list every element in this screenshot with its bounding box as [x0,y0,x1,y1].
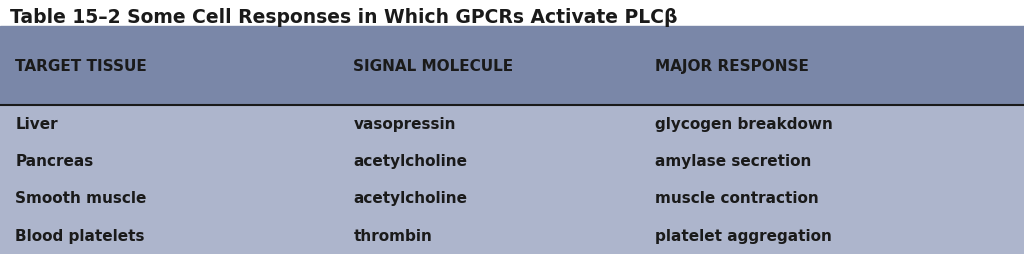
Text: vasopressin: vasopressin [353,117,456,131]
Text: Table 15–2 Some Cell Responses in Which GPCRs Activate PLCβ: Table 15–2 Some Cell Responses in Which … [10,8,678,27]
Text: TARGET TISSUE: TARGET TISSUE [15,59,147,73]
Text: thrombin: thrombin [353,228,432,243]
Bar [0,105,1024,254]
Text: muscle contraction: muscle contraction [655,191,819,205]
Text: SIGNAL MOLECULE: SIGNAL MOLECULE [353,59,513,73]
Text: platelet aggregation: platelet aggregation [655,228,833,243]
Text: amylase secretion: amylase secretion [655,154,812,168]
Text: MAJOR RESPONSE: MAJOR RESPONSE [655,59,809,73]
Text: Pancreas: Pancreas [15,154,93,168]
Bar [0,27,1024,105]
Text: Blood platelets: Blood platelets [15,228,144,243]
Text: glycogen breakdown: glycogen breakdown [655,117,834,131]
Text: Liver: Liver [15,117,58,131]
Text: acetylcholine: acetylcholine [353,191,467,205]
Text: Smooth muscle: Smooth muscle [15,191,146,205]
Text: acetylcholine: acetylcholine [353,154,467,168]
